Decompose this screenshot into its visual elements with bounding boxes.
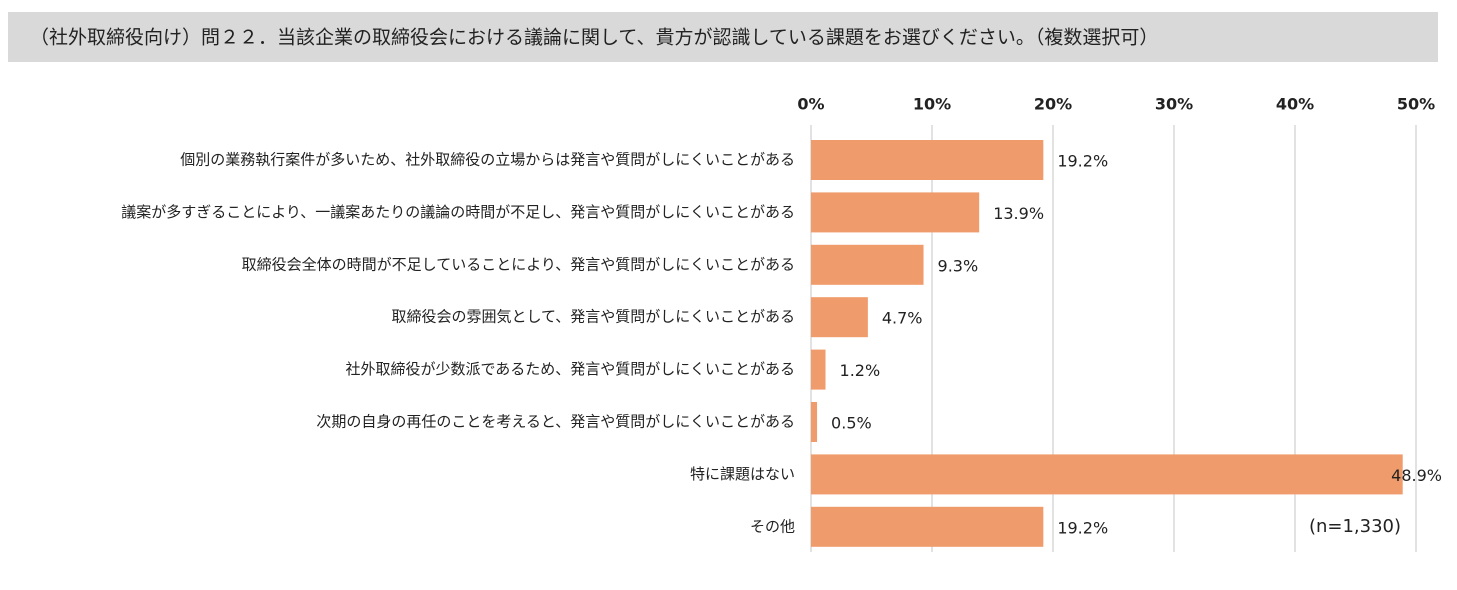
value-label: 1.2% xyxy=(840,361,881,380)
x-tick-label: 40% xyxy=(1276,95,1314,114)
note: (n=1,330) xyxy=(1309,516,1401,537)
bar xyxy=(811,297,868,338)
value-label: 13.9% xyxy=(993,204,1044,223)
x-tick-label: 0% xyxy=(797,95,824,114)
x-tick-label: 30% xyxy=(1155,95,1193,114)
category-label: 社外取締役が少数派であるため、発言や質問がしにくいことがある xyxy=(345,360,795,378)
value-label: 19.2% xyxy=(1057,152,1108,171)
category-label: 取締役会の雰囲気として、発言や質問がしにくいことがある xyxy=(391,308,795,326)
bar xyxy=(811,506,1044,547)
category-label: 特に課題はない xyxy=(690,465,795,483)
bar xyxy=(811,140,1044,180)
x-tick-label: 20% xyxy=(1034,95,1072,114)
title-banner xyxy=(8,12,1438,62)
bar xyxy=(811,244,924,285)
value-label: 0.5% xyxy=(831,414,872,433)
category-label: 議案が多すぎることにより、一議案あたりの議論の時間が不足し、発言や質問がしにくい… xyxy=(121,203,795,221)
value-label: 9.3% xyxy=(938,256,979,275)
bar xyxy=(811,402,818,442)
category-label: 次期の自身の再任のことを考えると、発言や質問がしにくいことがある xyxy=(316,413,795,431)
category-label: その他 xyxy=(750,517,795,535)
value-label: 48.9% xyxy=(1391,466,1442,485)
value-label: 4.7% xyxy=(882,309,923,328)
category-label: 取締役会全体の時間が不足していることにより、発言や質問がしにくいことがある xyxy=(242,255,795,273)
chart-title: （社外取締役向け）問２２．当該企業の取締役会における議論に関して、貴方が認識して… xyxy=(30,27,1158,49)
x-tick-label: 10% xyxy=(913,95,951,114)
value-label: 19.2% xyxy=(1057,518,1108,537)
category-label: 個別の業務執行案件が多いため、社外取締役の立場からは発言や質問がしにくいことがあ… xyxy=(180,151,795,169)
bar xyxy=(811,349,826,390)
bar xyxy=(811,192,980,233)
bar xyxy=(811,454,1403,495)
x-tick-label: 50% xyxy=(1397,95,1435,114)
